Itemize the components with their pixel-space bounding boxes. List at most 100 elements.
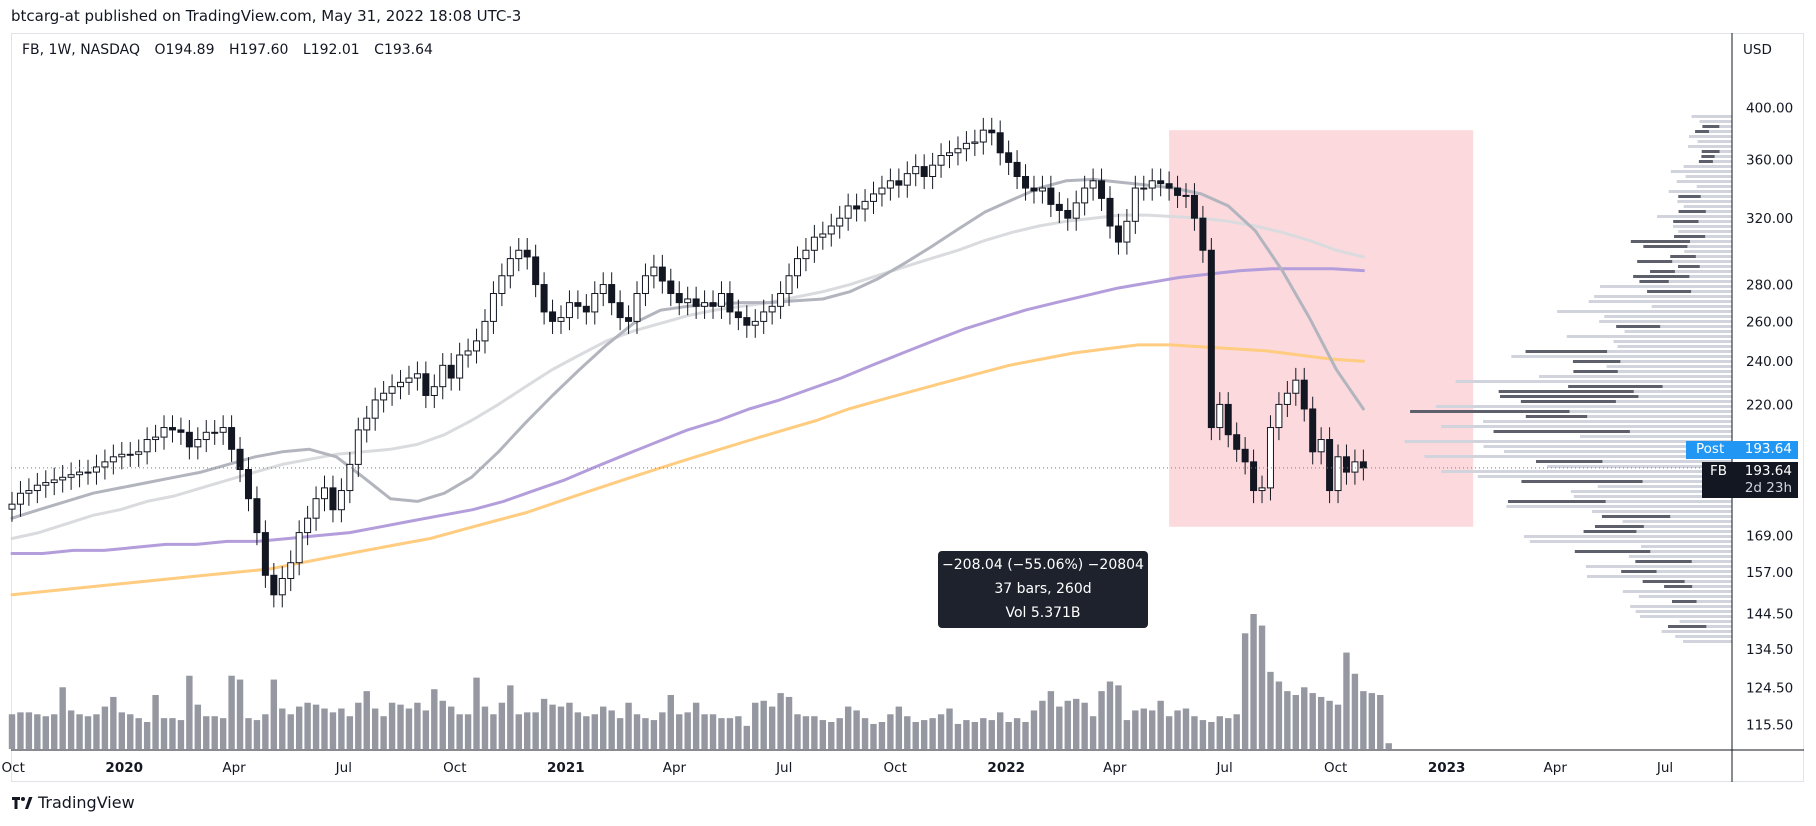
candle-body: [219, 427, 227, 433]
volume-bar: [912, 722, 919, 749]
candle-body: [768, 305, 776, 313]
candle-body: [1047, 187, 1055, 205]
vp-bar-dark: [1504, 450, 1593, 453]
volume-bar: [76, 714, 83, 749]
candle-body: [996, 132, 1004, 154]
time-tick-label: 2022: [987, 760, 1025, 776]
volume-bar: [802, 716, 810, 749]
vp-bar-light: [1605, 385, 1732, 388]
candle-body: [675, 293, 683, 304]
price-tick-label: 260.00: [1746, 314, 1793, 330]
candle-body: [287, 562, 295, 579]
volume-bar: [794, 714, 801, 749]
candle-body: [473, 340, 481, 352]
candle-body: [228, 427, 236, 450]
candle-body: [1005, 152, 1013, 163]
candle-body: [422, 373, 430, 396]
measure-bars: 37 bars, 260d: [994, 581, 1092, 597]
volume-bar: [1267, 671, 1274, 749]
candle-body: [346, 463, 354, 492]
chart-frame[interactable]: [11, 33, 1804, 782]
volume-bar: [110, 696, 117, 749]
vp-bar-dark: [1674, 235, 1706, 238]
candle-body: [329, 487, 337, 511]
price-tick-label: 320.00: [1746, 211, 1793, 227]
volume-bar: [1149, 710, 1156, 749]
candle-body: [1216, 403, 1224, 429]
candle-body: [608, 284, 616, 304]
vp-bar-dark: [1507, 500, 1606, 503]
candle-body: [16, 492, 24, 505]
volume-bar: [169, 718, 176, 749]
vp-bar-dark: [1698, 160, 1713, 163]
vp-bar-light: [1651, 260, 1732, 263]
volume-bar: [684, 712, 691, 749]
vp-bar-light: [1591, 360, 1732, 363]
volume-bar: [870, 723, 877, 749]
volume-bar: [473, 677, 480, 749]
vp-bar-light: [1619, 315, 1732, 318]
candle-body: [177, 429, 185, 433]
candle-body: [861, 200, 869, 210]
volume-bar: [439, 700, 446, 749]
candle-body: [751, 320, 759, 326]
volume-bar: [295, 706, 303, 749]
vp-bar-dark: [1529, 540, 1641, 543]
candle-body: [785, 275, 793, 295]
vp-bar-dark: [1604, 315, 1642, 318]
candle-body: [532, 256, 540, 286]
vp-bar-light: [1674, 630, 1732, 633]
vp-bar-dark: [1642, 580, 1685, 583]
vp-bar-dark: [1435, 405, 1609, 408]
vp-bar-light: [1504, 425, 1732, 428]
vp-bar-light: [1591, 495, 1732, 498]
vp-bar-dark: [1572, 360, 1621, 363]
volume-bar: [920, 720, 928, 749]
vp-bar-dark: [1483, 420, 1608, 423]
volume-bar: [152, 695, 159, 749]
candle-body: [253, 498, 261, 534]
post-price-tag: Post 193.64: [1686, 441, 1798, 459]
footer[interactable]: TradingView: [11, 793, 135, 812]
vp-bar-light: [1512, 475, 1732, 478]
vp-bar-light: [1683, 220, 1732, 223]
candle-body: [405, 377, 413, 383]
volume-bar: [549, 704, 556, 749]
volume-bar: [194, 704, 202, 749]
candle-body: [1182, 194, 1190, 197]
vp-bar-light: [1655, 275, 1732, 278]
vp-bar-dark: [1683, 205, 1699, 208]
vp-bar-light: [1497, 470, 1732, 473]
volume-bar: [431, 689, 438, 749]
volume-bar: [245, 718, 252, 749]
symbol-legend[interactable]: FB, 1W, NASDAQ O194.89 H197.60 L192.01 C…: [22, 42, 443, 58]
candle-body: [836, 217, 844, 227]
vp-bar-dark: [1695, 130, 1709, 133]
candle-body: [971, 141, 979, 144]
price-tick-label: 220.00: [1746, 397, 1793, 413]
volume-bar: [633, 714, 641, 749]
price-tick-label: 115.50: [1746, 718, 1793, 734]
volume-bar: [279, 708, 286, 749]
vp-bar-dark: [1586, 575, 1658, 578]
volume-bar: [1165, 716, 1173, 749]
symbol-ticker[interactable]: FB, 1W, NASDAQ: [22, 42, 141, 58]
candle-body: [946, 152, 954, 157]
vp-bar-light: [1638, 330, 1732, 333]
price-tick-label: 360.00: [1746, 153, 1793, 169]
volume-bar: [481, 706, 489, 749]
candle-body: [1266, 427, 1274, 489]
volume-bar: [676, 714, 683, 749]
vp-bar-light: [1550, 415, 1732, 418]
candle-body: [447, 364, 455, 379]
vp-bar-light: [1659, 580, 1732, 583]
volume-bar: [1225, 718, 1232, 749]
candle-body: [1140, 187, 1148, 190]
close-value: C193.64: [374, 42, 433, 58]
volume-bar: [329, 712, 337, 749]
candle-body: [1064, 209, 1072, 219]
vp-bar-dark: [1679, 620, 1695, 623]
candle-body: [1157, 180, 1165, 185]
vp-bar-dark: [1493, 430, 1630, 433]
